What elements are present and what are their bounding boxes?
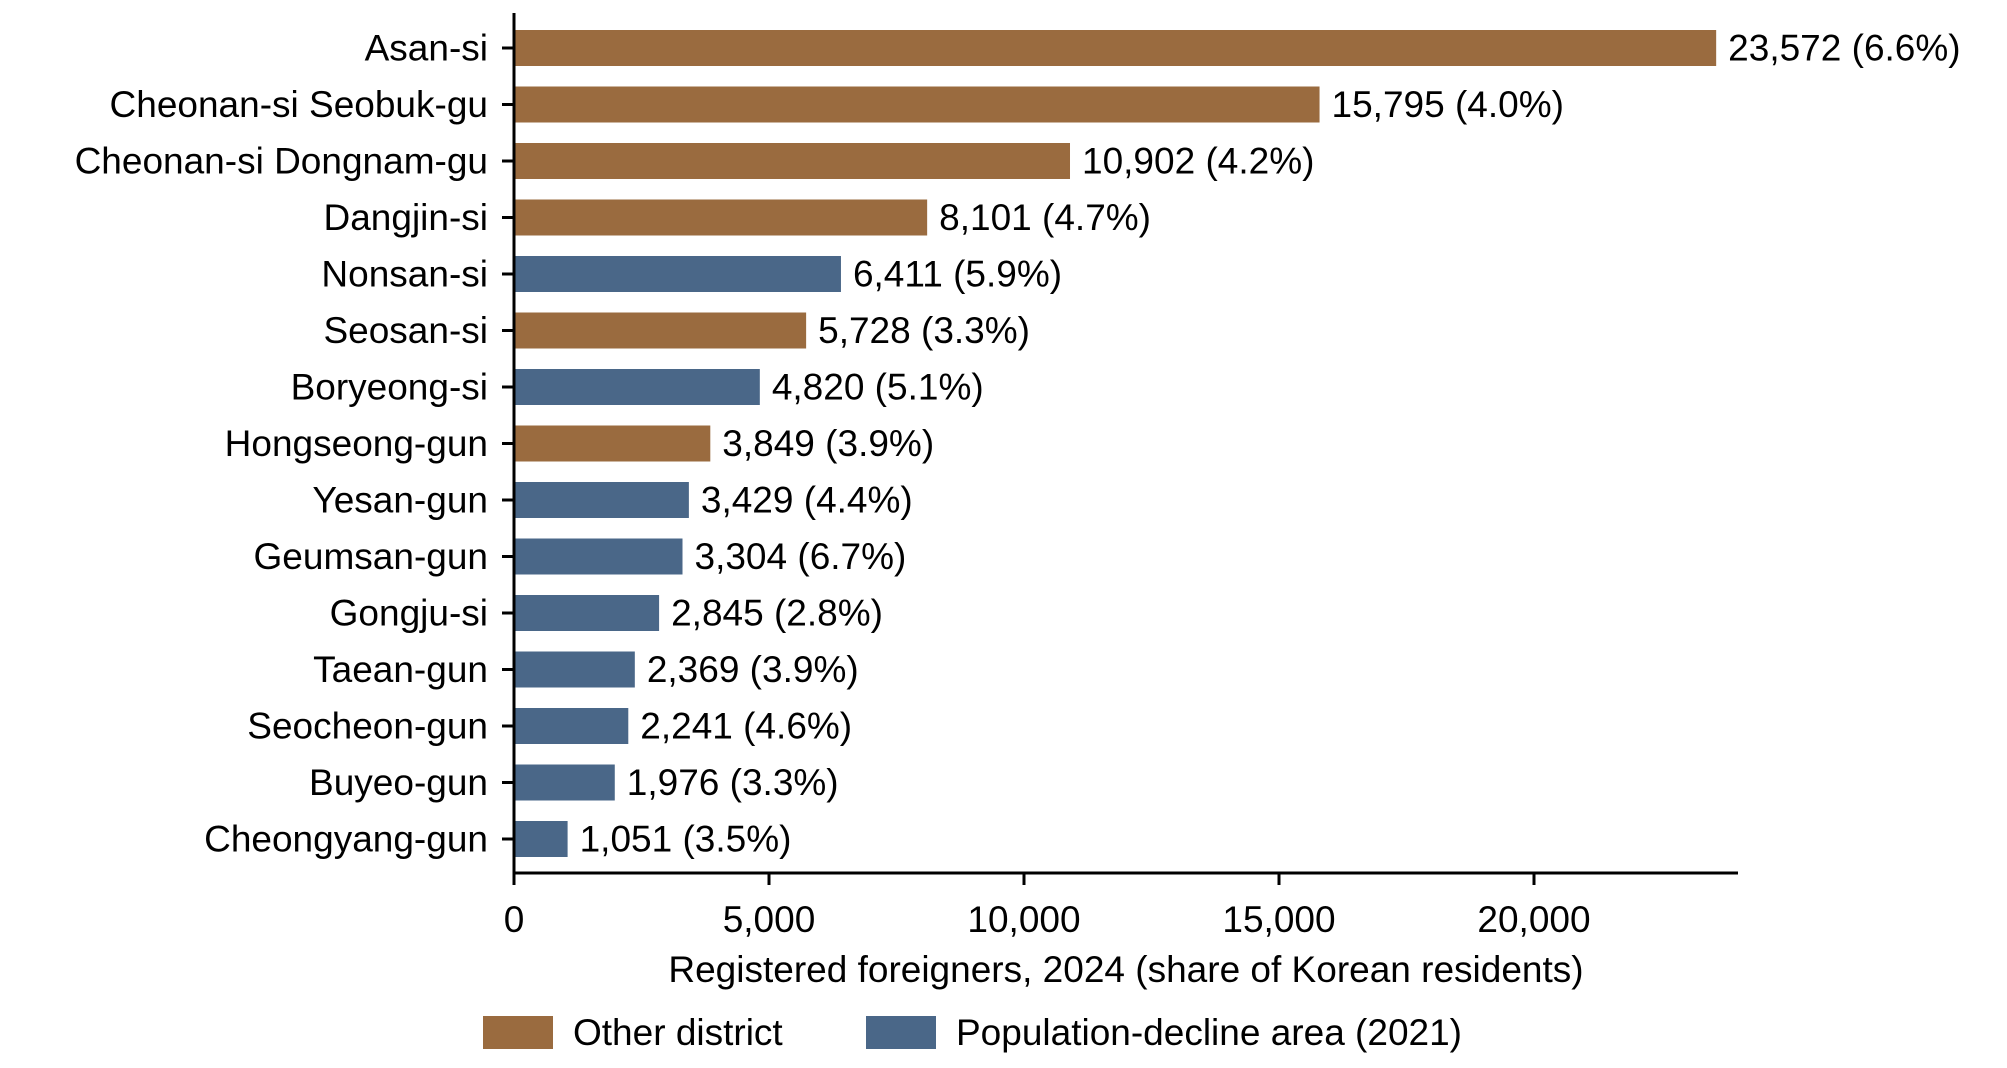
category-label: Taean-gun (313, 649, 488, 690)
category-label: Buyeo-gun (309, 762, 488, 803)
category-label: Cheonan-si Dongnam-gu (75, 141, 488, 182)
bar (514, 425, 711, 462)
data-label: 3,849 (3.9%) (722, 423, 934, 464)
category-label: Seocheon-gun (247, 706, 488, 747)
data-label: 3,429 (4.4%) (701, 480, 913, 521)
category-label: Asan-si (365, 28, 488, 69)
category-labels: Asan-si Cheonan-si Seobuk-gu Cheonan-si Do… (75, 28, 514, 860)
bar (514, 651, 635, 688)
x-tick-label: 10,000 (967, 899, 1080, 940)
bar (514, 199, 928, 236)
bars-layer (514, 30, 1717, 857)
bar (514, 764, 615, 801)
data-label: 5,728 (3.3%) (818, 310, 1030, 351)
category-label: Nonsan-si (321, 254, 488, 295)
data-label: 2,369 (3.9%) (647, 649, 859, 690)
value-labels: 23,572 (6.6%) 15,795 (4.0%) 10,902 (4.2%) 8… (580, 28, 1961, 860)
data-label: 10,902 (4.2%) (1082, 141, 1314, 182)
legend-swatch (483, 1016, 553, 1049)
bar (514, 482, 689, 518)
data-label: 4,820 (5.1%) (772, 367, 984, 408)
category-label: Geumsan-gun (254, 536, 488, 577)
data-label: 2,845 (2.8%) (671, 593, 883, 634)
bar (514, 821, 568, 857)
x-tick-label: 5,000 (723, 899, 816, 940)
x-axis-title: Registered foreigners, 2024 (share of Ko… (668, 949, 1583, 990)
legend-label: Population-decline area (2021) (956, 1012, 1462, 1053)
data-label: 1,051 (3.5%) (580, 819, 792, 860)
category-label: Dangjin-si (323, 197, 488, 238)
data-label: 3,304 (6.7%) (695, 536, 907, 577)
category-label: Yesan-gun (312, 480, 488, 521)
category-label: Cheonan-si Seobuk-gu (110, 84, 488, 125)
data-label: 15,795 (4.0%) (1332, 84, 1564, 125)
category-label: Boryeong-si (291, 367, 488, 408)
x-tick-label: 0 (504, 899, 525, 940)
category-label: Gongju-si (330, 593, 488, 634)
bar (514, 86, 1320, 123)
bar (514, 595, 660, 631)
legend-label: Other district (573, 1012, 783, 1053)
category-label: Seosan-si (323, 310, 488, 351)
legend: Other district Population-decline area (2… (483, 1012, 1462, 1053)
data-label: 8,101 (4.7%) (939, 197, 1151, 238)
bar (514, 143, 1071, 179)
data-label: 2,241 (4.6%) (640, 706, 852, 747)
x-tick-label: 15,000 (1222, 899, 1335, 940)
bar (514, 369, 760, 405)
data-label: 1,976 (3.3%) (627, 762, 839, 803)
category-label: Hongseong-gun (225, 423, 488, 464)
category-label: Cheongyang-gun (204, 819, 488, 860)
x-tick-label: 20,000 (1477, 899, 1590, 940)
bar (514, 30, 1717, 66)
bar (514, 312, 807, 349)
x-ticks: 0 5,000 10,000 15,000 20,000 (504, 873, 1591, 940)
legend-swatch (866, 1016, 936, 1049)
bar (514, 256, 841, 292)
bar (514, 708, 629, 744)
data-label: 23,572 (6.6%) (1728, 28, 1960, 69)
data-label: 6,411 (5.9%) (853, 254, 1062, 295)
bar (514, 538, 683, 575)
